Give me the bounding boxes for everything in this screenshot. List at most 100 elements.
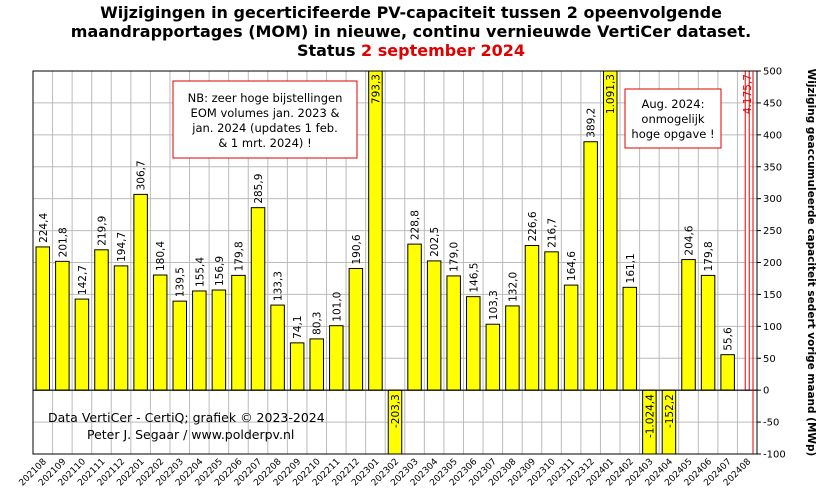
value-label: 190,6 [351,234,363,264]
bar [485,323,501,391]
y-tick-label: -100 [763,450,786,461]
value-label: 201,8 [57,227,69,257]
value-label: -1.024,4 [644,394,656,438]
status-date: 2 september 2024 [361,41,526,60]
bar [505,305,520,391]
bar [113,265,129,391]
credit-line: Peter J. Segaar / www.polderpv.nl [87,427,294,442]
bar [466,296,481,391]
y-tick-label: 300 [763,194,782,205]
y-tick-label: 150 [763,290,782,301]
y-tick-label: 100 [763,322,782,333]
value-label: 228,8 [410,210,422,240]
value-label: 389,2 [586,108,598,138]
bar [446,275,461,391]
chart-title: Wijzigingen in gecerticifeerde PV-capaci… [0,3,822,60]
value-label: 4.175,7 [742,74,754,114]
bar [544,251,559,391]
y-tick-label: 50 [763,354,776,365]
bar [94,249,109,391]
bar [172,300,188,391]
aug-annotation-line: onmogelijk [641,112,705,126]
value-label: 179,8 [703,241,715,271]
bar [231,274,246,391]
value-label: 180,4 [155,241,167,271]
value-label: 101,0 [331,292,343,322]
value-label: 139,5 [175,267,187,297]
bar [329,325,344,391]
bar [348,268,364,391]
value-label: 226,6 [527,211,539,241]
bar [700,274,716,391]
title-line-1: Wijzigingen in gecerticifeerde PV-capaci… [100,3,722,22]
bar [55,260,70,391]
bar [563,284,579,391]
value-label: 1.091,3 [605,74,617,114]
nb-annotation-line: EOM volumes jan. 2023 & [191,106,340,120]
bar [192,290,207,391]
y-tick-label: 200 [763,258,782,269]
value-label: 179,0 [449,242,461,272]
nb-annotation-line: & 1 mrt. 2024) ! [218,136,311,150]
bar [744,71,750,391]
aug-annotation-line: Aug. 2024: [642,97,705,111]
bar [289,342,305,391]
value-label: 146,5 [468,263,480,293]
value-label: 80,3 [312,312,324,335]
bar [681,259,696,391]
bar [368,71,383,391]
bar [622,286,638,391]
y-tick-label: 0 [763,386,769,397]
value-label: 204,6 [684,225,696,255]
y-tick-label: 450 [763,98,782,109]
value-label: 142,7 [77,265,89,295]
value-label: -203,3 [390,394,402,428]
bar [583,141,598,391]
value-label: 216,7 [547,218,559,248]
bar [35,246,51,391]
value-label: 74,1 [292,315,304,338]
bar [524,245,540,391]
value-label: 132,0 [507,272,519,302]
bar [74,298,90,391]
title-line-3: Status 2 september 2024 [0,41,822,60]
bar [152,274,168,391]
value-label: 306,7 [136,160,148,190]
bar [270,304,285,391]
y-tick-label: 500 [763,67,782,78]
value-label: 133,3 [273,271,285,301]
bar [407,243,422,391]
value-label: 103,3 [488,290,500,320]
nb-annotation-line: NB: zeer hoge bijstellingen [188,91,343,105]
value-label: 194,7 [116,232,128,262]
credit-line: Data VertiCer - CertiQ; grafiek © 2023-2… [48,410,325,425]
nb-annotation-box [172,80,358,159]
bar [426,260,442,391]
value-label: 202,5 [429,227,441,257]
value-label: 285,9 [253,174,265,204]
bar [720,354,735,391]
value-label: 156,9 [214,256,226,286]
value-label: 161,1 [625,253,637,283]
bar [309,338,324,391]
bar [602,71,618,391]
value-label: 55,6 [723,327,735,351]
value-label: 219,9 [96,216,108,246]
y-tick-label: 350 [763,162,782,173]
value-label: 179,8 [233,241,245,271]
aug-annotation-line: hoge opgave ! [631,127,714,141]
y-tick-label: 400 [763,130,782,141]
value-label: 793,3 [370,74,382,104]
y-tick-label: 250 [763,226,782,237]
value-label: 224,4 [38,213,50,243]
status-prefix: Status [296,41,362,60]
bar [250,207,266,391]
y-tick-label: -50 [763,418,779,429]
nb-annotation-line: jan. 2024 (updates 1 feb. [191,121,337,135]
value-label: 155,4 [194,257,206,287]
y-axis-label: Wijziging geaccumuleerde capaciteit sede… [805,69,817,457]
value-label: -152,2 [664,394,676,428]
bar [133,193,148,391]
title-line-2: maandrapportages (MOM) in nieuwe, contin… [70,22,752,41]
